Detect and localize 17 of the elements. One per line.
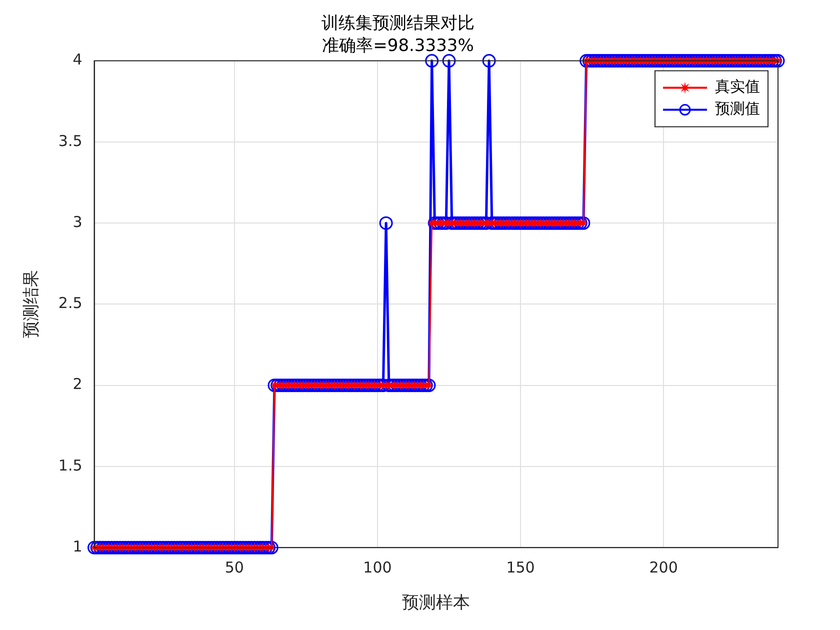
y-tick-label: 4	[72, 50, 82, 69]
chart-subtitle: 准确率=98.3333%	[322, 36, 474, 56]
x-tick-label: 100	[363, 558, 392, 576]
x-tick-label: 50	[224, 558, 244, 576]
y-tick-label: 1.5	[58, 456, 82, 474]
y-tick-label: 1	[72, 537, 82, 556]
x-tick-label: 200	[649, 558, 678, 576]
x-axis-title: 预测样本	[402, 593, 470, 614]
y-tick-label: 3.5	[58, 132, 82, 150]
legend-label: 真实值	[715, 78, 760, 96]
y-tick-label: 2	[72, 375, 82, 394]
y-axis-title: 预测结果	[22, 270, 42, 338]
chart-title: 训练集预测结果对比	[322, 14, 474, 34]
x-tick-label: 150	[506, 558, 535, 576]
legend-label: 预测值	[715, 100, 760, 118]
y-tick-label: 3	[72, 212, 82, 231]
y-tick-label: 2.5	[58, 294, 82, 312]
